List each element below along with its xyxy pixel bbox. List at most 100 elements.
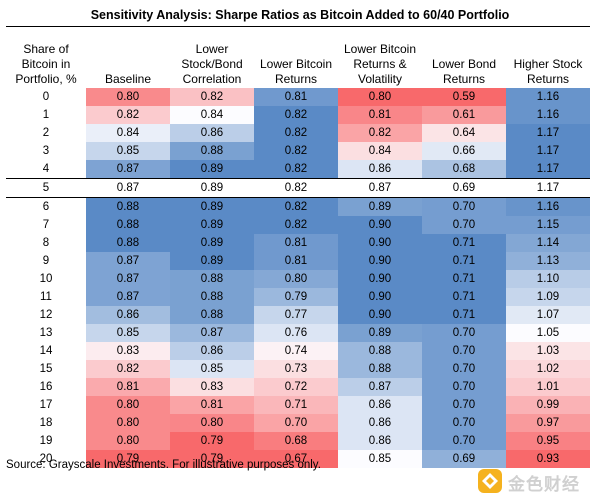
value-cell-higher_stock: 1.16 bbox=[506, 88, 590, 106]
value-cell-higher_stock: 1.07 bbox=[506, 306, 590, 324]
value-cell-lower_btc: 0.82 bbox=[254, 178, 338, 198]
table-row: 16 0.81 0.83 0.72 0.87 0.70 1.01 bbox=[6, 378, 590, 396]
table-row: 7 0.88 0.89 0.82 0.90 0.70 1.15 bbox=[6, 216, 590, 234]
value-cell-lower_btc: 0.71 bbox=[254, 396, 338, 414]
value-cell-lower_corr: 0.89 bbox=[170, 234, 254, 252]
header-lower-corr: Lower Stock/Bond Correlation bbox=[181, 42, 243, 86]
value-cell-lower_btc_vol: 0.82 bbox=[338, 124, 422, 142]
value-cell-baseline: 0.85 bbox=[86, 324, 170, 342]
value-cell-baseline: 0.87 bbox=[86, 252, 170, 270]
watermark-logo: 金色财经 bbox=[478, 469, 590, 494]
table-row: 0 0.80 0.82 0.81 0.80 0.59 1.16 bbox=[6, 88, 590, 106]
source-note: Source: Grayscale Investments. For illus… bbox=[6, 459, 321, 471]
value-cell-baseline: 0.87 bbox=[86, 270, 170, 288]
value-cell-lower_btc: 0.82 bbox=[254, 160, 338, 179]
value-cell-baseline: 0.80 bbox=[86, 396, 170, 414]
value-cell-lower_corr: 0.88 bbox=[170, 270, 254, 288]
value-cell-lower_btc: 0.74 bbox=[254, 342, 338, 360]
value-cell-lower_btc: 0.68 bbox=[254, 432, 338, 450]
value-cell-baseline: 0.84 bbox=[86, 124, 170, 142]
value-cell-lower_btc_vol: 0.80 bbox=[338, 88, 422, 106]
value-cell-lower_btc_vol: 0.84 bbox=[338, 142, 422, 160]
chart-title: Sensitivity Analysis: Sharpe Ratios as B… bbox=[90, 8, 510, 22]
value-cell-lower_bond: 0.70 bbox=[422, 216, 506, 234]
value-cell-lower_btc: 0.82 bbox=[254, 216, 338, 234]
value-cell-lower_btc: 0.67 bbox=[254, 450, 338, 468]
value-cell-lower_corr: 0.87 bbox=[170, 324, 254, 342]
table-row: 13 0.85 0.87 0.76 0.89 0.70 1.05 bbox=[6, 324, 590, 342]
value-cell-higher_stock: 1.03 bbox=[506, 342, 590, 360]
share-cell: 7 bbox=[6, 216, 86, 234]
value-cell-higher_stock: 1.15 bbox=[506, 216, 590, 234]
value-cell-lower_corr: 0.80 bbox=[170, 414, 254, 432]
value-cell-lower_btc_vol: 0.86 bbox=[338, 160, 422, 179]
value-cell-higher_stock: 1.02 bbox=[506, 360, 590, 378]
table-row: 14 0.83 0.86 0.74 0.88 0.70 1.03 bbox=[6, 342, 590, 360]
value-cell-lower_bond: 0.70 bbox=[422, 197, 506, 216]
value-cell-lower_bond: 0.70 bbox=[422, 324, 506, 342]
value-cell-lower_bond: 0.71 bbox=[422, 252, 506, 270]
header-row: Share of Bitcoin in Portfolio, % Baseline … bbox=[6, 38, 590, 88]
header-share: Share of Bitcoin in Portfolio, % bbox=[15, 42, 77, 86]
value-cell-lower_corr: 0.89 bbox=[170, 252, 254, 270]
value-cell-baseline: 0.79 bbox=[86, 450, 170, 468]
value-cell-baseline: 0.83 bbox=[86, 342, 170, 360]
table-row: 8 0.88 0.89 0.81 0.90 0.71 1.14 bbox=[6, 234, 590, 252]
share-cell: 18 bbox=[6, 414, 86, 432]
share-cell: 14 bbox=[6, 342, 86, 360]
share-cell: 17 bbox=[6, 396, 86, 414]
value-cell-lower_corr: 0.84 bbox=[170, 106, 254, 124]
value-cell-lower_btc_vol: 0.87 bbox=[338, 178, 422, 198]
value-cell-lower_bond: 0.69 bbox=[422, 178, 506, 198]
value-cell-lower_bond: 0.68 bbox=[422, 160, 506, 179]
value-cell-lower_btc: 0.82 bbox=[254, 106, 338, 124]
share-cell: 20 bbox=[6, 450, 86, 468]
value-cell-lower_btc_vol: 0.88 bbox=[338, 342, 422, 360]
value-cell-lower_btc: 0.72 bbox=[254, 378, 338, 396]
value-cell-higher_stock: 1.05 bbox=[506, 324, 590, 342]
value-cell-lower_btc: 0.80 bbox=[254, 270, 338, 288]
gold-diamond-logo-icon bbox=[478, 469, 502, 493]
share-cell: 15 bbox=[6, 360, 86, 378]
value-cell-lower_corr: 0.89 bbox=[170, 178, 254, 198]
value-cell-lower_btc: 0.73 bbox=[254, 360, 338, 378]
value-cell-lower_bond: 0.64 bbox=[422, 124, 506, 142]
table-row: 12 0.86 0.88 0.77 0.90 0.71 1.07 bbox=[6, 306, 590, 324]
share-cell: 5 bbox=[6, 178, 86, 198]
value-cell-lower_btc_vol: 0.90 bbox=[338, 270, 422, 288]
value-cell-baseline: 0.88 bbox=[86, 216, 170, 234]
value-cell-lower_btc_vol: 0.85 bbox=[338, 450, 422, 468]
table-body: 0 0.80 0.82 0.81 0.80 0.59 1.16 1 0.82 0.84 0.82 0.… bbox=[6, 88, 590, 468]
title-rule bbox=[6, 26, 590, 27]
value-cell-higher_stock: 1.09 bbox=[506, 288, 590, 306]
value-cell-lower_corr: 0.88 bbox=[170, 142, 254, 160]
share-cell: 6 bbox=[6, 197, 86, 216]
share-cell: 9 bbox=[6, 252, 86, 270]
table-row: 6 0.88 0.89 0.82 0.89 0.70 1.16 bbox=[6, 197, 590, 216]
value-cell-lower_corr: 0.85 bbox=[170, 360, 254, 378]
value-cell-lower_btc_vol: 0.87 bbox=[338, 378, 422, 396]
value-cell-lower_bond: 0.71 bbox=[422, 234, 506, 252]
table-row: 19 0.80 0.79 0.68 0.86 0.70 0.95 bbox=[6, 432, 590, 450]
table-row: 9 0.87 0.89 0.81 0.90 0.71 1.13 bbox=[6, 252, 590, 270]
value-cell-lower_btc_vol: 0.86 bbox=[338, 432, 422, 450]
value-cell-lower_corr: 0.81 bbox=[170, 396, 254, 414]
table-row: 15 0.82 0.85 0.73 0.88 0.70 1.02 bbox=[6, 360, 590, 378]
value-cell-higher_stock: 1.01 bbox=[506, 378, 590, 396]
value-cell-higher_stock: 1.17 bbox=[506, 160, 590, 179]
value-cell-higher_stock: 0.93 bbox=[506, 450, 590, 468]
value-cell-lower_corr: 0.89 bbox=[170, 216, 254, 234]
header-higher-stock: Higher Stock Returns bbox=[513, 57, 583, 86]
header-lower-btc-vol: Lower Bitcoin Returns & Volatility bbox=[343, 42, 417, 86]
value-cell-lower_corr: 0.86 bbox=[170, 342, 254, 360]
table-row: 18 0.80 0.80 0.70 0.86 0.70 0.97 bbox=[6, 414, 590, 432]
value-cell-higher_stock: 1.17 bbox=[506, 178, 590, 198]
header-lower-btc: Lower Bitcoin Returns bbox=[259, 57, 333, 86]
value-cell-baseline: 0.82 bbox=[86, 106, 170, 124]
value-cell-higher_stock: 1.17 bbox=[506, 124, 590, 142]
share-cell: 11 bbox=[6, 288, 86, 306]
share-cell: 4 bbox=[6, 160, 86, 179]
share-cell: 0 bbox=[6, 88, 86, 106]
value-cell-higher_stock: 1.10 bbox=[506, 270, 590, 288]
share-cell: 8 bbox=[6, 234, 86, 252]
